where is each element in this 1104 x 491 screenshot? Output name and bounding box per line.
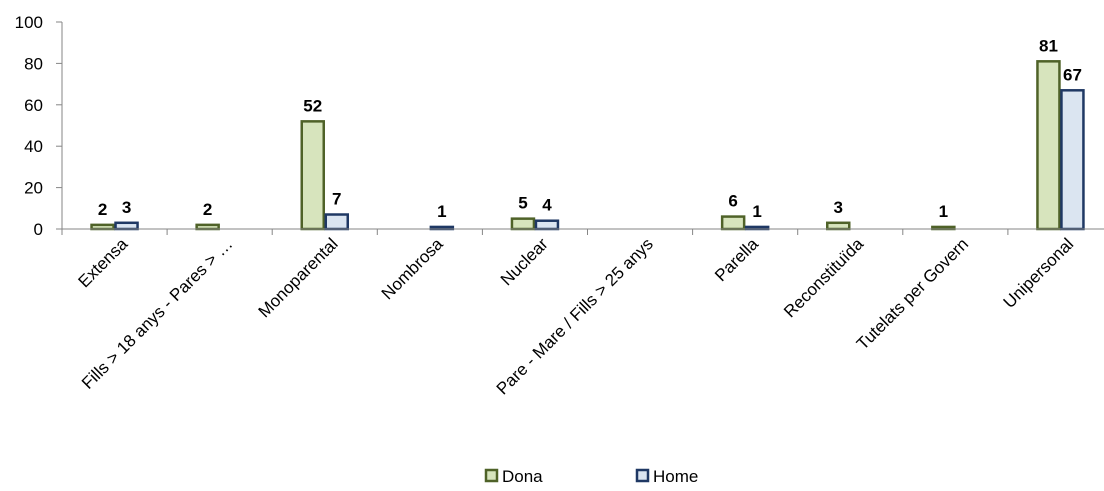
y-axis: 0 20 40 60 80 100 [15, 13, 63, 239]
x-category-label: Nuclear [497, 234, 552, 289]
bar-home [1060, 89, 1085, 231]
x-category-label: Parella [711, 234, 762, 285]
bar-dona [1036, 60, 1061, 231]
bar-dona [720, 215, 746, 231]
legend: Dona Home [484, 467, 698, 486]
y-tick-label: 80 [24, 54, 43, 73]
y-tick-label: 100 [15, 13, 43, 32]
data-label-dona: 3 [834, 198, 843, 217]
bar-dona [300, 120, 325, 231]
y-tick-label: 20 [24, 179, 43, 198]
bar-home [534, 219, 560, 231]
x-category-label: Extensa [75, 234, 132, 291]
bar-dona [826, 221, 851, 231]
x-category-label: Nombrosa [378, 234, 447, 303]
legend-label-dona: Dona [502, 467, 543, 486]
x-category-label: Tutelats per Govern [853, 234, 972, 353]
bar-home [114, 221, 139, 231]
legend-label-home: Home [653, 467, 698, 486]
data-label-home: 3 [122, 198, 131, 217]
bars [90, 60, 1085, 231]
x-category-label: Unipersonal [1000, 234, 1078, 312]
y-tick-label: 0 [34, 220, 43, 239]
data-label-home: 67 [1063, 65, 1082, 84]
data-label-dona: 2 [203, 200, 212, 219]
legend-swatch-home [635, 468, 650, 483]
data-label-home: 1 [752, 202, 761, 221]
bar-dona [195, 223, 220, 231]
data-label-dona: 81 [1039, 36, 1058, 55]
y-tick-label: 60 [24, 96, 43, 115]
bar-dona [90, 223, 115, 231]
data-label-dona: 52 [303, 96, 322, 115]
bar-dona [510, 217, 536, 231]
data-label-dona: 2 [98, 200, 107, 219]
data-label-home: 4 [542, 196, 552, 215]
legend-swatch-dona [484, 468, 499, 483]
data-label-dona: 1 [939, 202, 948, 221]
data-label-dona: 5 [518, 194, 527, 213]
x-category-label: Monoparental [255, 234, 342, 321]
data-label-home: 7 [332, 190, 341, 209]
data-label-dona: 6 [728, 192, 737, 211]
x-category-label: Reconstituïda [780, 234, 867, 321]
data-label-home: 1 [437, 202, 446, 221]
bar-home [324, 213, 349, 231]
y-tick-label: 40 [24, 137, 43, 156]
